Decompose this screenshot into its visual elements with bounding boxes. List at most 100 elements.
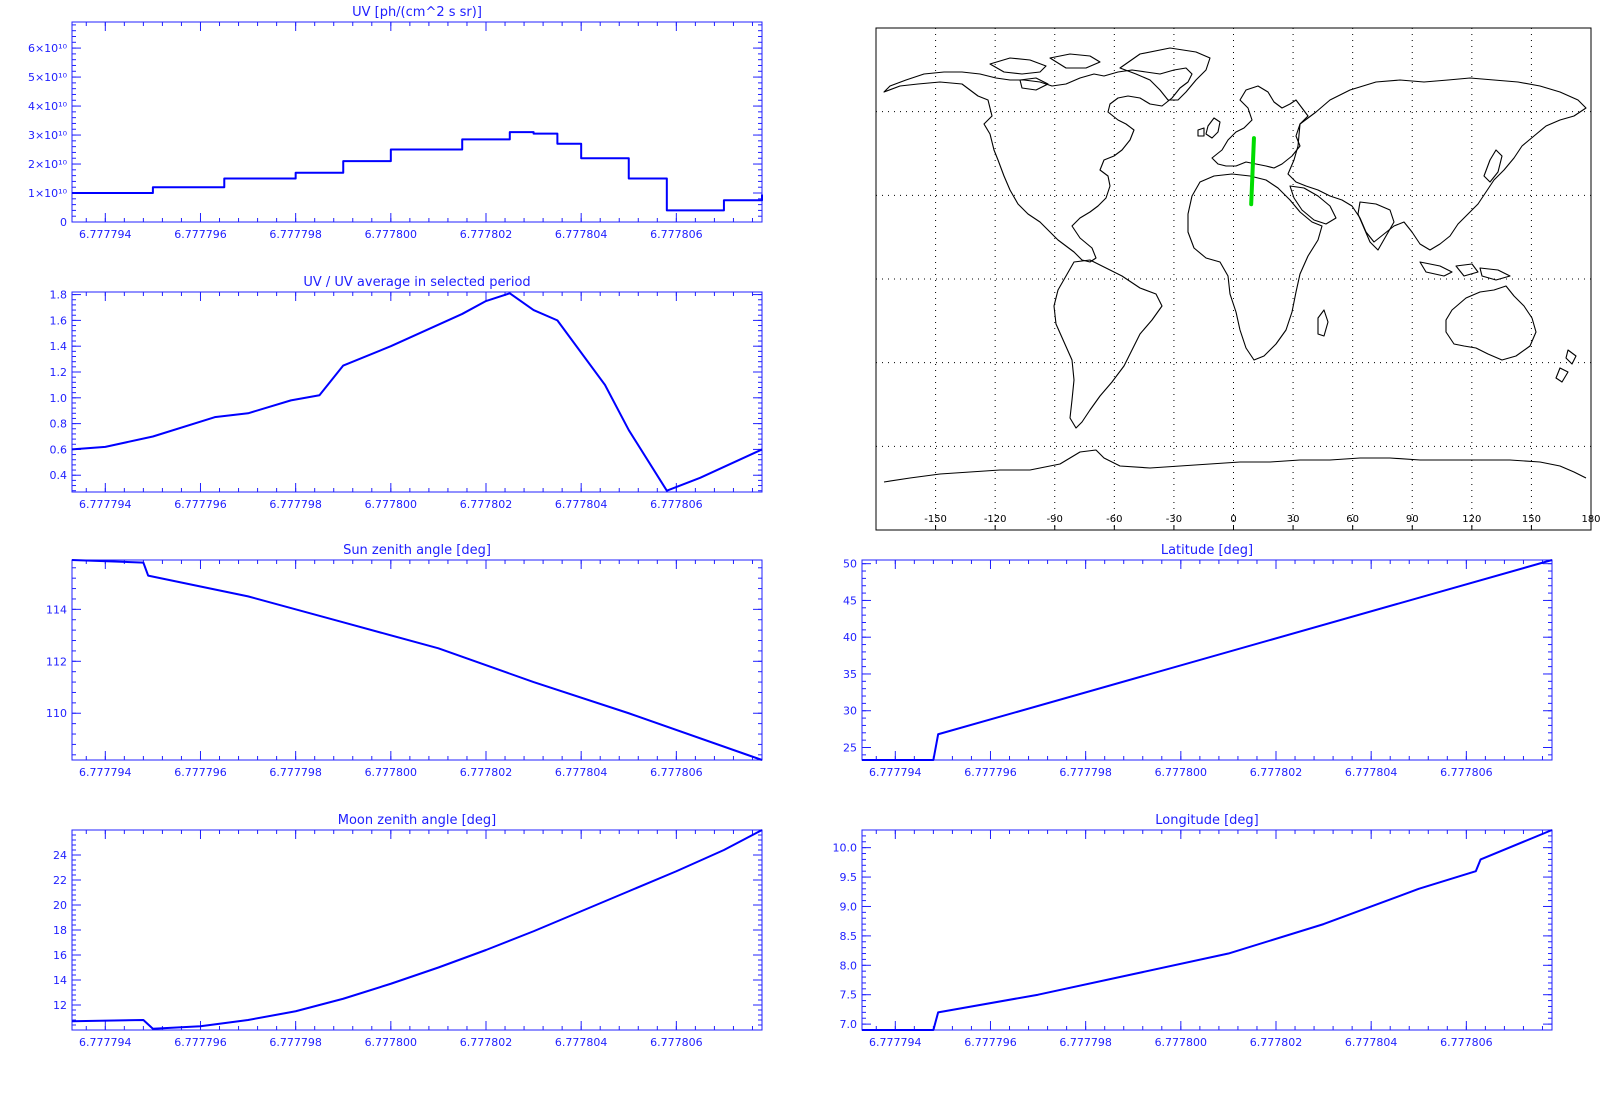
uv-ratio-chart-svg: UV / UV average in selected period 6.7777… — [50, 275, 763, 511]
coast-europe — [1211, 85, 1309, 169]
x-tick-label: 6.777800 — [365, 1036, 418, 1049]
y-tick-label: 7.0 — [840, 1018, 858, 1031]
chart-title: Longitude [deg] — [1155, 813, 1258, 828]
chart-title: Moon zenith angle [deg] — [338, 813, 496, 828]
map-x-tick-label: -90 — [1047, 514, 1063, 525]
plot-frame — [71, 829, 763, 1031]
plot-frame — [71, 559, 763, 761]
sun-zenith-chart-svg: Sun zenith angle [deg] 6.777794 6.777796 6.… — [46, 543, 763, 779]
y-tick-label: 8.5 — [840, 930, 858, 943]
y-tick-label: 6×10¹⁰ — [28, 42, 68, 55]
y-tick-label: 35 — [843, 668, 857, 681]
map-grid — [876, 28, 1591, 530]
x-tick-label: 6.777802 — [460, 766, 513, 779]
y-tick-label: 8.0 — [840, 959, 858, 972]
y-tick-label: 20 — [53, 899, 67, 912]
map-x-tick-label: 180 — [1581, 514, 1600, 525]
series-line — [862, 829, 1553, 1031]
y-tick-label: 22 — [53, 874, 67, 887]
coast-india — [1357, 201, 1395, 251]
x-tick-label: 6.777796 — [964, 1036, 1017, 1049]
y-tick-label: 25 — [843, 742, 857, 755]
track-line — [1249, 136, 1256, 207]
x-tick-label: 6.777800 — [365, 228, 418, 241]
series-line — [71, 292, 763, 492]
x-tick-label: 6.777802 — [460, 1036, 513, 1049]
y-tick-label: 16 — [53, 949, 67, 962]
y-tick-label: 3×10¹⁰ — [28, 129, 68, 142]
x-tick-label: 6.777806 — [650, 1036, 703, 1049]
map-x-tick-label: -150 — [924, 514, 947, 525]
map-x-tick-label: -60 — [1106, 514, 1122, 525]
series-line — [72, 131, 763, 212]
sun-zenith-chart: Sun zenith angle [deg] 6.777794 6.777796 6.… — [0, 538, 790, 793]
y-tick-label: 1.6 — [50, 314, 68, 327]
map-x-ticks: -150 -120 -90 -60 -30 0 30 60 90 120 150 180 — [924, 514, 1600, 530]
longitude-chart: Longitude [deg] 6.777794 6.777796 6.777798 6… — [790, 808, 1580, 1063]
y-tick-label: 110 — [46, 707, 67, 720]
x-tick-label: 6.777800 — [1155, 766, 1208, 779]
uv-ratio-chart: UV / UV average in selected period 6.7777… — [0, 270, 790, 525]
coast-british-isles — [1197, 117, 1221, 139]
series-line — [862, 559, 1553, 761]
chart-title: UV / UV average in selected period — [303, 275, 530, 290]
x-tick-label: 6.777802 — [460, 228, 513, 241]
uv-chart-svg: UV [ph/(cm^2 s sr)] 6.777794 6.777796 6.777… — [28, 5, 763, 241]
y-tick-label: 0 — [60, 216, 67, 229]
chart-title: Sun zenith angle [deg] — [343, 543, 491, 558]
x-tick-label: 6.777794 — [79, 766, 132, 779]
satellite-track — [1249, 136, 1256, 207]
y-tick-label: 112 — [46, 655, 67, 668]
moon-zenith-chart: Moon zenith angle [deg] 6.777794 6.777796 6… — [0, 808, 790, 1063]
moon-zenith-chart-svg: Moon zenith angle [deg] 6.777794 6.777796 6… — [53, 813, 763, 1049]
longitude-chart-svg: Longitude [deg] 6.777794 6.777796 6.777798 6… — [833, 813, 1553, 1049]
latitude-chart-svg: Latitude [deg] 6.777794 6.777796 6.777798 6.… — [843, 543, 1553, 779]
x-tick-label: 6.777794 — [79, 228, 132, 241]
x-tick-label: 6.777806 — [1440, 766, 1493, 779]
coast-indonesia — [1419, 261, 1511, 281]
coastlines — [883, 47, 1587, 483]
x-tick-label: 6.777794 — [79, 498, 132, 511]
uv-chart: UV [ph/(cm^2 s sr)] 6.777794 6.777796 6.777… — [0, 0, 790, 255]
world-map: -150 -120 -90 -60 -30 0 30 60 90 120 150 180 — [0, 0, 1600, 540]
x-tick-label: 6.777794 — [869, 766, 922, 779]
coast-australia — [1445, 285, 1537, 361]
x-tick-label: 6.777796 — [174, 1036, 227, 1049]
latitude-chart: Latitude [deg] 6.777794 6.777796 6.777798 6.… — [790, 538, 1580, 793]
x-tick-label: 6.777804 — [1345, 1036, 1398, 1049]
coast-antarctica — [883, 449, 1587, 483]
coast-asia — [1287, 77, 1587, 251]
plot-frame — [71, 291, 763, 493]
map-x-tick-label: 90 — [1406, 514, 1419, 525]
x-tick-label: 6.777798 — [269, 1036, 322, 1049]
x-tick-label: 6.777802 — [1250, 766, 1303, 779]
series-line — [71, 559, 763, 761]
y-tick-label: 1.0 — [50, 392, 68, 405]
y-tick-label: 45 — [843, 594, 857, 607]
y-tick-label: 12 — [53, 999, 67, 1012]
x-tick-label: 6.777804 — [1345, 766, 1398, 779]
x-tick-label: 6.777796 — [174, 228, 227, 241]
coast-africa — [1187, 173, 1323, 361]
coast-japan — [1483, 149, 1503, 183]
x-tick-label: 6.777796 — [964, 766, 1017, 779]
map-x-tick-label: 30 — [1287, 514, 1300, 525]
y-tick-label: 0.4 — [50, 469, 68, 482]
x-tick-label: 6.777802 — [1250, 1036, 1303, 1049]
y-tick-label: 10.0 — [833, 842, 858, 855]
y-tick-label: 30 — [843, 705, 857, 718]
map-x-tick-label: 120 — [1462, 514, 1481, 525]
x-tick-label: 6.777794 — [79, 1036, 132, 1049]
y-tick-label: 18 — [53, 924, 67, 937]
x-tick-label: 6.777804 — [555, 1036, 608, 1049]
coast-north-america — [883, 67, 1193, 263]
plot-frame — [71, 21, 763, 223]
series-line — [71, 829, 763, 1030]
x-tick-label: 6.777800 — [365, 498, 418, 511]
y-tick-label: 9.5 — [840, 871, 858, 884]
x-tick-label: 6.777804 — [555, 766, 608, 779]
y-tick-label: 40 — [843, 631, 857, 644]
coast-greenland — [1119, 47, 1211, 101]
chart-title: Latitude [deg] — [1161, 543, 1253, 558]
y-tick-label: 114 — [46, 603, 67, 616]
